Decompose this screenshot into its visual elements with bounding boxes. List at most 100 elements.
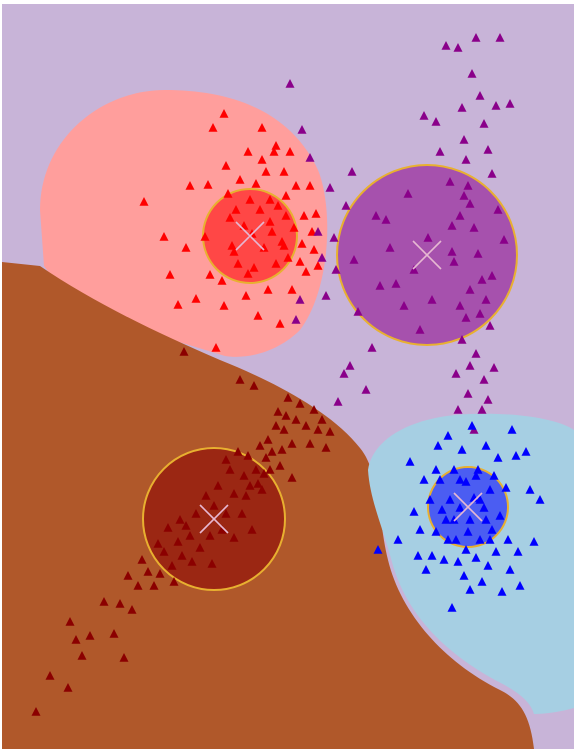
- point-purple-63: [457, 335, 467, 344]
- point-darkred-55: [267, 447, 277, 456]
- point-purple-29: [419, 111, 429, 120]
- point-red-58: [229, 247, 239, 256]
- point-blue-59: [449, 515, 459, 524]
- point-blue-60: [461, 545, 471, 554]
- point-purple-21: [375, 281, 385, 290]
- point-blue-26: [465, 585, 475, 594]
- point-red-50: [299, 211, 309, 220]
- point-purple-0: [285, 79, 295, 88]
- point-purple-2: [295, 295, 305, 304]
- point-blue-56: [465, 515, 475, 524]
- point-darkred-61: [283, 393, 293, 402]
- point-purple-15: [347, 167, 357, 176]
- point-darkred-20: [167, 561, 177, 570]
- point-red-57: [219, 301, 229, 310]
- point-darkred-13: [133, 581, 143, 590]
- point-red-4: [181, 243, 191, 252]
- point-darkred-78: [275, 461, 285, 470]
- point-darkred-68: [313, 425, 323, 434]
- point-blue-52: [529, 537, 539, 546]
- point-purple-66: [475, 309, 485, 318]
- point-blue-14: [441, 515, 451, 524]
- point-blue-6: [419, 475, 429, 484]
- point-blue-55: [455, 475, 465, 484]
- point-red-29: [255, 205, 265, 214]
- point-darkred-30: [205, 531, 215, 540]
- point-red-60: [257, 155, 267, 164]
- point-darkred-53: [263, 435, 273, 444]
- point-blue-57: [475, 495, 485, 504]
- point-purple-47: [469, 223, 479, 232]
- point-blue-47: [511, 451, 521, 460]
- point-red-53: [307, 227, 317, 236]
- point-purple-3: [291, 315, 301, 324]
- point-darkred-73: [169, 577, 179, 586]
- point-red-27: [251, 179, 261, 188]
- point-red-51: [301, 267, 311, 276]
- point-red-15: [223, 189, 233, 198]
- point-darkred-16: [149, 581, 159, 590]
- point-darkred-67: [309, 405, 319, 414]
- point-purple-77: [465, 285, 475, 294]
- point-red-48: [295, 257, 305, 266]
- point-darkred-50: [257, 485, 267, 494]
- point-darkred-63: [291, 415, 301, 424]
- point-red-9: [205, 270, 215, 279]
- point-red-36: [269, 147, 279, 156]
- point-blue-7: [421, 565, 431, 574]
- center-marker-blue: [453, 492, 483, 522]
- point-purple-36: [447, 221, 457, 230]
- point-blue-44: [503, 535, 513, 544]
- point-purple-19: [367, 343, 377, 352]
- point-purple-60: [495, 33, 505, 42]
- point-red-18: [231, 205, 241, 214]
- point-blue-5: [415, 525, 425, 534]
- point-darkred-65: [301, 421, 311, 430]
- point-blue-42: [497, 587, 507, 596]
- point-darkred-41: [239, 471, 249, 480]
- point-blue-58: [485, 535, 495, 544]
- point-red-34: [265, 195, 275, 204]
- point-purple-44: [463, 181, 473, 190]
- point-purple-54: [483, 145, 493, 154]
- point-darkred-69: [317, 415, 327, 424]
- center-marker-darkred: [199, 504, 229, 534]
- point-blue-61: [471, 471, 481, 480]
- point-red-54: [309, 245, 319, 254]
- point-darkred-75: [221, 455, 231, 464]
- point-red-12: [217, 276, 227, 285]
- point-blue-64: [431, 465, 441, 474]
- point-darkred-36: [225, 465, 235, 474]
- point-purple-22: [381, 215, 391, 224]
- point-blue-18: [449, 465, 459, 474]
- point-blue-8: [425, 495, 435, 504]
- point-blue-17: [447, 603, 457, 612]
- point-darkred-21: [173, 537, 183, 546]
- point-darkred-35: [221, 509, 231, 518]
- point-red-13: [219, 109, 229, 118]
- point-red-2: [165, 270, 175, 279]
- point-red-28: [253, 311, 263, 320]
- point-purple-70: [463, 389, 473, 398]
- point-darkred-37: [229, 489, 239, 498]
- point-blue-0: [373, 545, 383, 554]
- region-lightblue: [368, 413, 574, 714]
- point-darkred-60: [281, 411, 291, 420]
- point-red-43: [283, 253, 293, 262]
- point-blue-45: [505, 565, 515, 574]
- point-red-44: [285, 147, 295, 156]
- point-darkred-8: [109, 629, 119, 638]
- point-red-63: [279, 241, 289, 250]
- point-purple-27: [409, 265, 419, 274]
- point-darkred-7: [99, 597, 109, 606]
- point-red-5: [185, 181, 195, 190]
- point-darkred-39: [235, 375, 245, 384]
- point-blue-11: [433, 441, 443, 450]
- point-blue-51: [525, 485, 535, 494]
- point-darkred-71: [325, 427, 335, 436]
- point-purple-72: [477, 405, 487, 414]
- point-blue-2: [405, 457, 415, 466]
- point-darkred-31: [207, 559, 217, 568]
- point-blue-43: [501, 483, 511, 492]
- point-blue-13: [439, 555, 449, 564]
